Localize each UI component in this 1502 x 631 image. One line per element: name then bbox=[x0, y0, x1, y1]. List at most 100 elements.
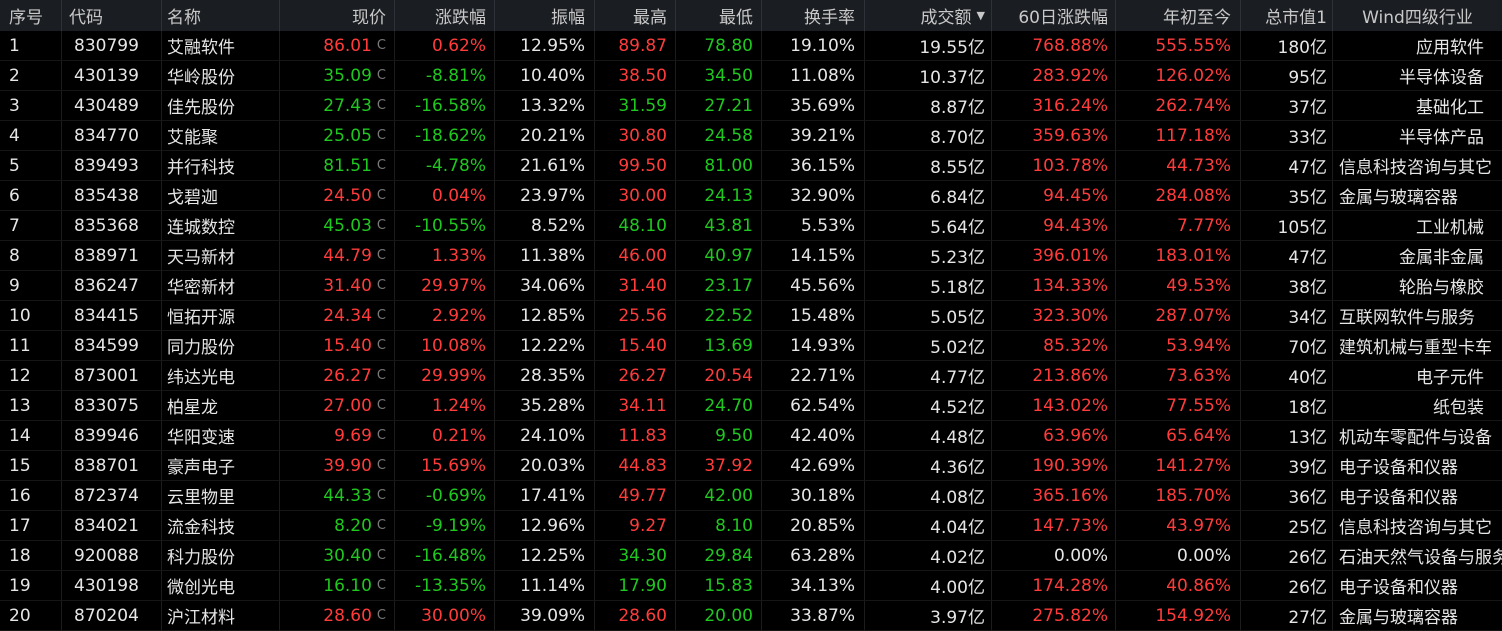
caret-down-icon[interactable]: ▼ bbox=[976, 9, 985, 22]
column-header-market-cap[interactable]: 总市值1 bbox=[1241, 0, 1333, 31]
column-header-change[interactable]: 涨跌幅 bbox=[395, 0, 495, 31]
row-seq: 16 bbox=[0, 481, 62, 511]
change-60d: 147.73% bbox=[992, 511, 1116, 541]
table-row[interactable]: 3 430489 佳先股份 27.43 C -16.58% 13.32% 31.59 27.21… bbox=[0, 91, 1502, 121]
change-60d: 94.43% bbox=[992, 211, 1116, 241]
change-60d: 213.86% bbox=[992, 361, 1116, 391]
industry: 工业机械 bbox=[1333, 211, 1502, 241]
industry: 电子设备和仪器 bbox=[1333, 481, 1502, 511]
change-60d: 275.82% bbox=[992, 601, 1116, 631]
price-tag: C bbox=[376, 578, 386, 593]
price-tag: C bbox=[376, 338, 386, 353]
table-row[interactable]: 16 872374 云里物里 44.33 C -0.69% 17.41% 49.77 42.00… bbox=[0, 481, 1502, 511]
turnover-rate: 19.10% bbox=[762, 31, 865, 61]
turnover-rate: 36.15% bbox=[762, 151, 865, 181]
row-seq: 18 bbox=[0, 541, 62, 571]
column-header-industry[interactable]: Wind四级行业 bbox=[1362, 8, 1473, 28]
current-price: 25.05 C bbox=[280, 121, 395, 151]
industry: 金属与玻璃容器 bbox=[1333, 601, 1502, 631]
market-cap: 70亿 bbox=[1241, 331, 1333, 361]
high-price: 30.80 bbox=[595, 121, 676, 151]
amplitude: 12.22% bbox=[495, 331, 595, 361]
market-cap: 34亿 bbox=[1241, 301, 1333, 331]
column-header-volume[interactable]: 成交额 ▼ bbox=[865, 0, 992, 31]
price-tag: C bbox=[376, 608, 386, 623]
table-row[interactable]: 6 835438 戈碧迦 24.50 C 0.04% 23.97% 30.00 24.13 32.… bbox=[0, 181, 1502, 211]
price-value: 31.40 bbox=[323, 275, 372, 296]
stock-name: 天马新材 bbox=[162, 241, 280, 271]
table-row[interactable]: 17 834021 流金科技 8.20 C -9.19% 12.96% 9.27 8.10 20.… bbox=[0, 511, 1502, 541]
table-row[interactable]: 11 834599 同力股份 15.40 C 10.08% 12.22% 15.40 13.69… bbox=[0, 331, 1502, 361]
amplitude: 12.25% bbox=[495, 541, 595, 571]
table-row[interactable]: 15 838701 豪声电子 39.90 C 15.69% 20.03% 44.83 37.92… bbox=[0, 451, 1502, 481]
table-row[interactable]: 1 830799 艾融软件 86.01 C 0.62% 12.95% 89.87 78.80 19… bbox=[0, 31, 1502, 61]
change-60d: 174.28% bbox=[992, 571, 1116, 601]
high-price: 15.40 bbox=[595, 331, 676, 361]
stock-name: 艾能聚 bbox=[162, 121, 280, 151]
table-row[interactable]: 20 870204 沪江材料 28.60 C 30.00% 39.09% 28.60 20.00… bbox=[0, 601, 1502, 631]
high-price: 26.27 bbox=[595, 361, 676, 391]
market-cap: 40亿 bbox=[1241, 361, 1333, 391]
high-price: 28.60 bbox=[595, 601, 676, 631]
table-row[interactable]: 4 834770 艾能聚 25.05 C -18.62% 20.21% 30.80 24.58 3… bbox=[0, 121, 1502, 151]
industry: 电子设备和仪器 bbox=[1333, 451, 1502, 481]
price-tag: C bbox=[376, 398, 386, 413]
column-header-amplitude[interactable]: 振幅 bbox=[495, 0, 595, 31]
table-row[interactable]: 2 430139 华岭股份 35.09 C -8.81% 10.40% 38.50 34.50 1… bbox=[0, 61, 1502, 91]
stock-name: 纬达光电 bbox=[162, 361, 280, 391]
row-seq: 1 bbox=[0, 31, 62, 61]
table-row[interactable]: 13 833075 柏星龙 27.00 C 1.24% 35.28% 34.11 24.70 62… bbox=[0, 391, 1502, 421]
column-header-seq[interactable]: 序号 bbox=[0, 0, 62, 31]
stock-code: 430198 bbox=[62, 571, 162, 601]
table-row[interactable]: 5 839493 并行科技 81.51 C -4.78% 21.61% 99.50 81.00 3… bbox=[0, 151, 1502, 181]
table-row[interactable]: 12 873001 纬达光电 26.27 C 29.99% 28.35% 26.27 20.54… bbox=[0, 361, 1502, 391]
column-header-turnover[interactable]: 换手率 bbox=[762, 0, 865, 31]
table-row[interactable]: 18 920088 科力股份 30.40 C -16.48% 12.25% 34.30 29.8… bbox=[0, 541, 1502, 571]
column-header-volume-label: 成交额 bbox=[920, 8, 972, 28]
column-header-code[interactable]: 代码 bbox=[62, 0, 162, 31]
market-cap: 39亿 bbox=[1241, 451, 1333, 481]
column-header-60d-change[interactable]: 60日涨跌幅 bbox=[992, 0, 1116, 31]
column-header-high[interactable]: 最高 bbox=[595, 0, 676, 31]
column-header-ytd[interactable]: 年初至今 bbox=[1116, 0, 1241, 31]
market-cap: 105亿 bbox=[1241, 211, 1333, 241]
change-percent: 0.21% bbox=[395, 421, 495, 451]
current-price: 24.50 C bbox=[280, 181, 395, 211]
change-60d: 190.39% bbox=[992, 451, 1116, 481]
table-row[interactable]: 8 838971 天马新材 44.79 C 1.33% 11.38% 46.00 40.97 14… bbox=[0, 241, 1502, 271]
change-60d: 134.33% bbox=[992, 271, 1116, 301]
stock-code: 835368 bbox=[62, 211, 162, 241]
industry: 信息科技咨询与其它 bbox=[1333, 511, 1502, 541]
stock-code: 836247 bbox=[62, 271, 162, 301]
stock-code: 834021 bbox=[62, 511, 162, 541]
row-seq: 5 bbox=[0, 151, 62, 181]
column-header-low[interactable]: 最低 bbox=[676, 0, 762, 31]
turnover-rate: 42.40% bbox=[762, 421, 865, 451]
table-row[interactable]: 19 430198 微创光电 16.10 C -13.35% 11.14% 17.90 15.8… bbox=[0, 571, 1502, 601]
table-row[interactable]: 14 839946 华阳变速 9.69 C 0.21% 24.10% 11.83 9.50 42.… bbox=[0, 421, 1502, 451]
low-price: 40.97 bbox=[676, 241, 762, 271]
price-value: 16.10 bbox=[323, 575, 372, 596]
column-header-name[interactable]: 名称 bbox=[162, 0, 280, 31]
table-row[interactable]: 9 836247 华密新材 31.40 C 29.97% 34.06% 31.40 23.17 4… bbox=[0, 271, 1502, 301]
low-price: 43.81 bbox=[676, 211, 762, 241]
high-price: 25.56 bbox=[595, 301, 676, 331]
turnover-rate: 22.71% bbox=[762, 361, 865, 391]
change-ytd: 141.27% bbox=[1116, 451, 1241, 481]
price-value: 24.34 bbox=[323, 305, 372, 326]
current-price: 27.43 C bbox=[280, 91, 395, 121]
market-cap: 26亿 bbox=[1241, 541, 1333, 571]
table-row[interactable]: 10 834415 恒拓开源 24.34 C 2.92% 12.85% 25.56 22.52 1… bbox=[0, 301, 1502, 331]
industry: 信息科技咨询与其它 bbox=[1333, 151, 1502, 181]
amplitude: 39.09% bbox=[495, 601, 595, 631]
price-value: 35.09 bbox=[323, 65, 372, 86]
amplitude: 23.97% bbox=[495, 181, 595, 211]
trade-volume: 4.04亿 bbox=[865, 511, 992, 541]
stock-code: 870204 bbox=[62, 601, 162, 631]
column-header-price[interactable]: 现价 bbox=[280, 0, 395, 31]
change-ytd: 0.00% bbox=[1116, 541, 1241, 571]
stock-code: 920088 bbox=[62, 541, 162, 571]
table-row[interactable]: 7 835368 连城数控 45.03 C -10.55% 8.52% 48.10 43.81 5… bbox=[0, 211, 1502, 241]
market-cap: 180亿 bbox=[1241, 31, 1333, 61]
change-60d: 0.00% bbox=[992, 541, 1116, 571]
